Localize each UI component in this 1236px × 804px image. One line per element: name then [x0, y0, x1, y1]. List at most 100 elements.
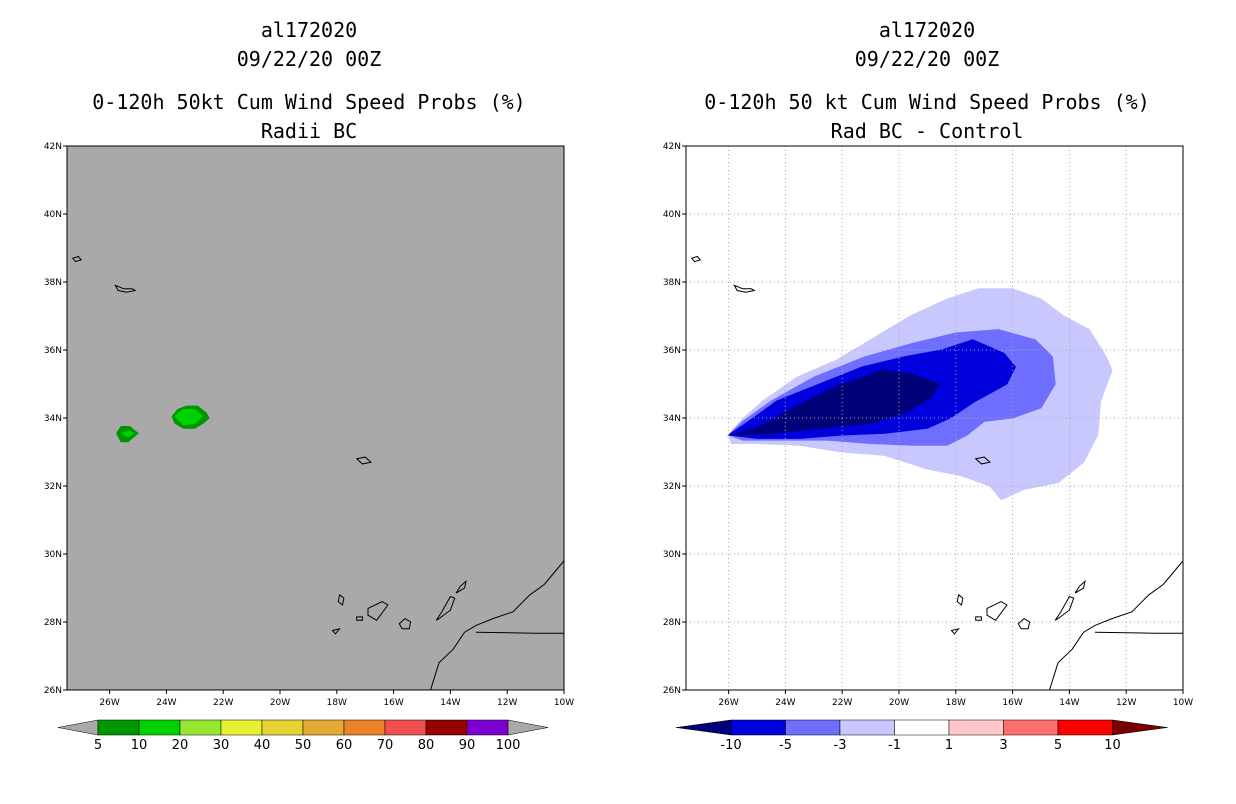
colorbar-swatch — [466, 719, 509, 736]
colorbar-swatch — [179, 719, 222, 736]
left-title-line-4: Radii BC — [261, 119, 357, 143]
colorbar-swatch — [302, 719, 345, 736]
y-tick-label: 40N — [663, 210, 681, 220]
x-tick-label: 14W — [440, 698, 460, 708]
colorbar-right-triangle — [1112, 719, 1168, 736]
y-tick-label: 38N — [663, 278, 681, 288]
left-x-axis: 26W 24W 22W 20W 18W 16W 14W 12W 10W — [99, 690, 574, 708]
colorbar-label: 20 — [172, 738, 189, 753]
y-tick-label: 34N — [663, 414, 681, 424]
left-y-axis: 26N 28N 30N 32N 34N 36N 38N 40N 42N — [44, 142, 67, 696]
colorbar-label: 10 — [131, 738, 148, 753]
island-azores-east — [733, 284, 756, 293]
y-tick-label: 40N — [44, 210, 62, 220]
x-tick-label: 20W — [270, 698, 290, 708]
x-tick-label: 18W — [327, 698, 347, 708]
colorbar-label: 80 — [418, 738, 435, 753]
diff-minus-10 — [731, 369, 940, 436]
island-la-gomera — [975, 616, 982, 621]
colorbar-label: 5 — [94, 738, 102, 753]
colorbar-swatch — [730, 719, 786, 736]
colorbar-label: 3 — [999, 738, 1007, 753]
colorbar-label: -1 — [888, 738, 901, 753]
right-colorbar: -10 -5 -3 -1 1 3 5 10 — [675, 719, 1168, 753]
y-tick-label: 32N — [44, 482, 62, 492]
island-gran-canaria — [398, 617, 412, 630]
x-tick-label: 10W — [554, 698, 574, 708]
y-tick-label: 36N — [663, 346, 681, 356]
x-tick-label: 20W — [889, 698, 909, 708]
colorbar-swatch — [785, 719, 841, 736]
island-azores-east — [114, 284, 137, 293]
y-tick-label: 36N — [44, 346, 62, 356]
x-tick-label: 18W — [946, 698, 966, 708]
x-tick-label: 26W — [718, 698, 738, 708]
x-tick-label: 16W — [1002, 698, 1022, 708]
colorbar-swatch — [839, 719, 895, 736]
right-x-axis: 26W 24W 22W 20W 18W 16W 14W 12W 10W — [718, 690, 1193, 708]
island-azores-west — [690, 255, 702, 263]
y-tick-label: 38N — [44, 278, 62, 288]
colorbar-swatch — [97, 719, 140, 736]
right-y-axis: 26N 28N 30N 32N 34N 36N 38N 40N 42N — [663, 142, 686, 696]
right-title-line-1: al172020 — [879, 18, 975, 42]
right-coastlines — [690, 255, 1183, 690]
colorbar-swatch — [343, 719, 386, 736]
left-probability-contours — [116, 405, 210, 443]
x-tick-label: 24W — [775, 698, 795, 708]
colorbar-swatch — [948, 719, 1004, 736]
y-tick-label: 34N — [44, 414, 62, 424]
y-tick-label: 32N — [663, 482, 681, 492]
island-lanzarote — [1074, 579, 1086, 594]
y-tick-label: 42N — [663, 142, 681, 152]
african-coast — [1049, 560, 1183, 690]
colorbar-swatch — [220, 719, 263, 736]
left-map-background — [67, 146, 564, 690]
left-colorbar: 5 10 20 30 40 50 60 70 80 90 100 — [57, 719, 549, 753]
island-lanzarote — [455, 579, 467, 594]
colorbar-label: -3 — [834, 738, 847, 753]
island-tenerife — [986, 601, 1008, 621]
island-azores-west — [71, 255, 83, 263]
x-tick-label: 26W — [99, 698, 119, 708]
colorbar-label: 100 — [496, 738, 521, 753]
y-tick-label: 28N — [663, 618, 681, 628]
colorbar-label: 30 — [213, 738, 230, 753]
island-el-hierro — [950, 627, 960, 635]
island-la-gomera — [356, 616, 363, 621]
x-tick-label: 12W — [1116, 698, 1136, 708]
island-gran-canaria — [1017, 617, 1031, 630]
colorbar-label: -10 — [720, 738, 741, 753]
colorbar-swatch — [1057, 719, 1113, 736]
x-tick-label: 10W — [1173, 698, 1193, 708]
colorbar-swatch — [384, 719, 427, 736]
x-tick-label: 22W — [213, 698, 233, 708]
colorbar-swatch — [1003, 719, 1059, 736]
y-tick-label: 26N — [663, 686, 681, 696]
y-tick-label: 30N — [663, 550, 681, 560]
prob-20pct-west — [121, 430, 135, 438]
y-tick-label: 26N — [44, 686, 62, 696]
left-panel: al172020 09/22/20 00Z 0-120h 50kt Cum Wi… — [44, 18, 574, 753]
island-madeira — [974, 456, 991, 465]
colorbar-label: 60 — [336, 738, 353, 753]
right-title-line-3: 0-120h 50 kt Cum Wind Speed Probs (%) — [704, 90, 1150, 114]
colorbar-label: 5 — [1054, 738, 1062, 753]
colorbar-label: 1 — [945, 738, 953, 753]
island-fuerteventura — [435, 595, 456, 621]
x-tick-label: 14W — [1059, 698, 1079, 708]
colorbar-swatch — [425, 719, 468, 736]
western-sahara-border — [475, 631, 564, 634]
island-madeira — [355, 456, 372, 465]
right-gridlines — [686, 146, 1183, 690]
colorbar-label: -5 — [779, 738, 792, 753]
island-fuerteventura — [1054, 595, 1075, 621]
y-tick-label: 42N — [44, 142, 62, 152]
colorbar-label: 40 — [254, 738, 271, 753]
left-title-line-3: 0-120h 50kt Cum Wind Speed Probs (%) — [92, 90, 525, 114]
colorbar-label: 70 — [377, 738, 394, 753]
western-sahara-border — [1094, 631, 1183, 634]
colorbar-swatch — [894, 719, 950, 736]
y-tick-label: 28N — [44, 618, 62, 628]
